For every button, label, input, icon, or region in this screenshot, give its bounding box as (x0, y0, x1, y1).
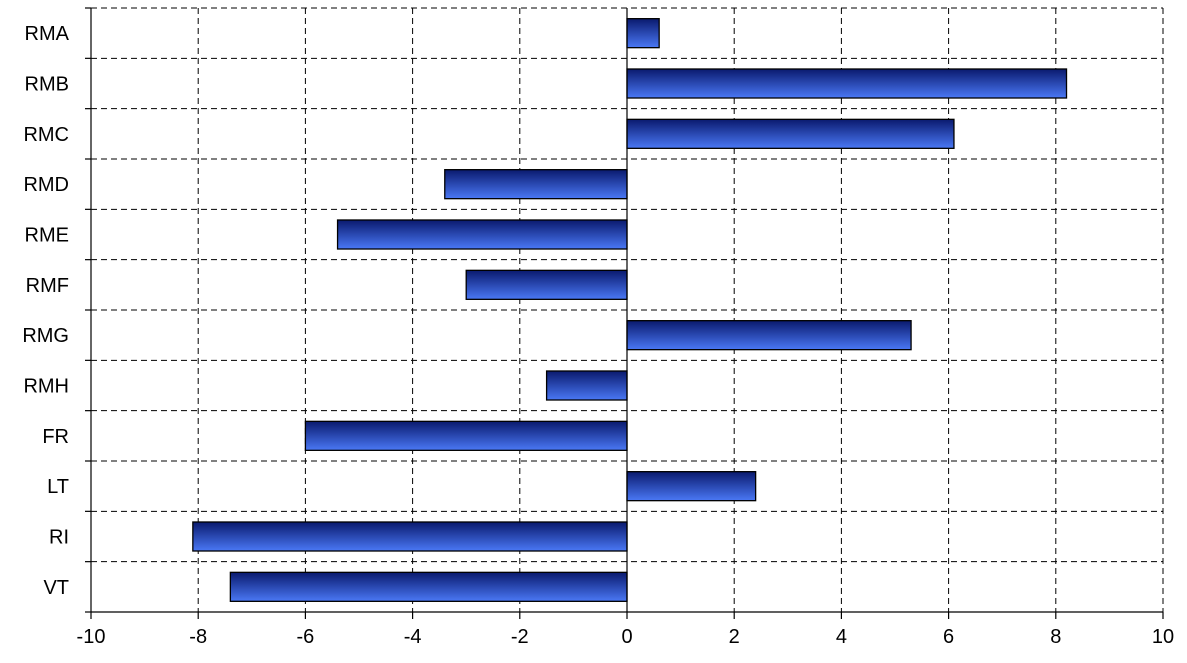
x-tick-label: 6 (943, 626, 954, 648)
y-tick-label: RI (49, 527, 69, 549)
x-tick-label: -8 (189, 626, 207, 648)
x-tick-label: -4 (404, 626, 422, 648)
x-tick-label: -6 (297, 626, 315, 648)
y-tick-label: RMC (23, 124, 69, 146)
bar-rmd (444, 169, 628, 200)
bar-rmf (465, 269, 628, 300)
bar-rmh (545, 370, 628, 401)
bar-rmg (626, 320, 912, 351)
x-tick-label: 0 (621, 626, 632, 648)
y-tick-label: RMA (25, 23, 70, 45)
bar-rme (336, 219, 628, 250)
y-tick-label: VT (43, 577, 69, 599)
bar-rma (626, 18, 660, 49)
bar-fr (304, 420, 628, 451)
x-tick-label: -2 (511, 626, 529, 648)
bar-ri (192, 521, 628, 552)
x-tick-label: -10 (77, 626, 106, 648)
x-tick-label: 2 (729, 626, 740, 648)
y-tick-label: RMF (26, 275, 69, 297)
bar-lt (626, 471, 757, 502)
y-tick-label: RMH (23, 376, 69, 398)
y-tick-label: RMB (25, 74, 69, 96)
x-tick-label: 10 (1152, 626, 1174, 648)
y-tick-label: RMD (23, 174, 69, 196)
y-tick-label: RME (25, 225, 69, 247)
y-tick-label: RMG (22, 325, 69, 347)
y-tick-label: LT (47, 476, 69, 498)
axes (85, 7, 1164, 619)
bar-rmc (626, 118, 955, 149)
bar-rmb (626, 68, 1068, 99)
tick-labels: RMA RMB RMC RMD RME RMF RMG RMH FR LT RI VT -10 -8 -6 -… (22, 23, 1174, 648)
bar-vt (229, 571, 628, 602)
y-tick-label: FR (42, 426, 69, 448)
x-tick-label: 8 (1050, 626, 1061, 648)
x-tick-label: 4 (836, 626, 847, 648)
bars (192, 18, 1068, 602)
